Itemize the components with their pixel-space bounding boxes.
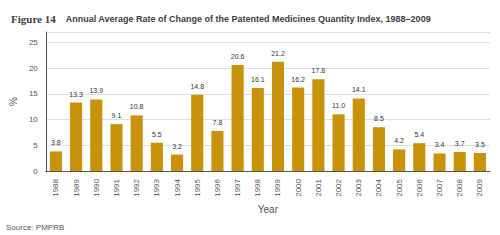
svg-text:Year: Year	[258, 204, 279, 215]
svg-text:16.2: 16.2	[291, 76, 305, 83]
svg-text:9.1: 9.1	[112, 112, 122, 119]
svg-text:21.2: 21.2	[271, 50, 285, 57]
svg-text:2007: 2007	[435, 178, 444, 196]
svg-text:0: 0	[33, 167, 38, 176]
svg-text:2009: 2009	[475, 178, 484, 196]
svg-text:16.1: 16.1	[251, 76, 265, 83]
svg-text:1999: 1999	[273, 178, 282, 196]
svg-text:1994: 1994	[173, 178, 182, 196]
svg-text:7.8: 7.8	[213, 119, 223, 126]
svg-text:10.8: 10.8	[130, 103, 144, 110]
svg-text:Annual Average Rate of Change: Annual Average Rate of Change of the Pat…	[66, 14, 431, 24]
svg-text:2000: 2000	[294, 178, 303, 196]
svg-text:20.6: 20.6	[231, 53, 245, 60]
svg-text:2002: 2002	[334, 178, 343, 196]
svg-text:20: 20	[29, 64, 38, 73]
svg-text:3.8: 3.8	[51, 139, 61, 146]
svg-text:1998: 1998	[253, 178, 262, 196]
svg-text:10: 10	[29, 115, 38, 124]
svg-text:14.8: 14.8	[190, 83, 204, 90]
svg-text:3.5: 3.5	[475, 141, 485, 148]
svg-text:1992: 1992	[132, 178, 141, 196]
svg-text:25: 25	[29, 38, 38, 47]
svg-text:2004: 2004	[374, 178, 383, 196]
svg-text:15: 15	[29, 89, 38, 98]
svg-text:1990: 1990	[92, 178, 101, 196]
svg-text:1996: 1996	[213, 178, 222, 196]
svg-text:%: %	[8, 97, 19, 106]
svg-text:14.1: 14.1	[352, 86, 366, 93]
svg-text:8.5: 8.5	[374, 115, 384, 122]
svg-text:17.8: 17.8	[312, 67, 326, 74]
svg-text:Source: PMPRB: Source: PMPRB	[6, 223, 64, 232]
svg-text:1991: 1991	[112, 178, 121, 196]
svg-text:5.5: 5.5	[152, 131, 162, 138]
svg-text:1995: 1995	[193, 178, 202, 196]
svg-text:1989: 1989	[72, 178, 81, 196]
svg-text:11.0: 11.0	[332, 102, 345, 109]
svg-text:1997: 1997	[233, 178, 242, 196]
svg-text:3.7: 3.7	[455, 140, 465, 147]
svg-text:13.9: 13.9	[89, 87, 103, 94]
svg-text:1993: 1993	[152, 178, 161, 196]
svg-text:5: 5	[33, 141, 38, 150]
svg-text:2001: 2001	[314, 178, 323, 196]
svg-text:4.2: 4.2	[394, 137, 404, 144]
svg-text:3.2: 3.2	[172, 143, 182, 150]
svg-text:2008: 2008	[455, 178, 464, 196]
svg-text:Figure 14: Figure 14	[11, 13, 56, 25]
svg-text:13.3: 13.3	[69, 91, 83, 98]
svg-text:2006: 2006	[415, 178, 424, 196]
svg-text:1988: 1988	[51, 178, 60, 196]
svg-text:2005: 2005	[395, 178, 404, 196]
svg-text:5.4: 5.4	[414, 131, 424, 138]
svg-text:2003: 2003	[354, 178, 363, 196]
svg-text:3.4: 3.4	[435, 141, 445, 148]
